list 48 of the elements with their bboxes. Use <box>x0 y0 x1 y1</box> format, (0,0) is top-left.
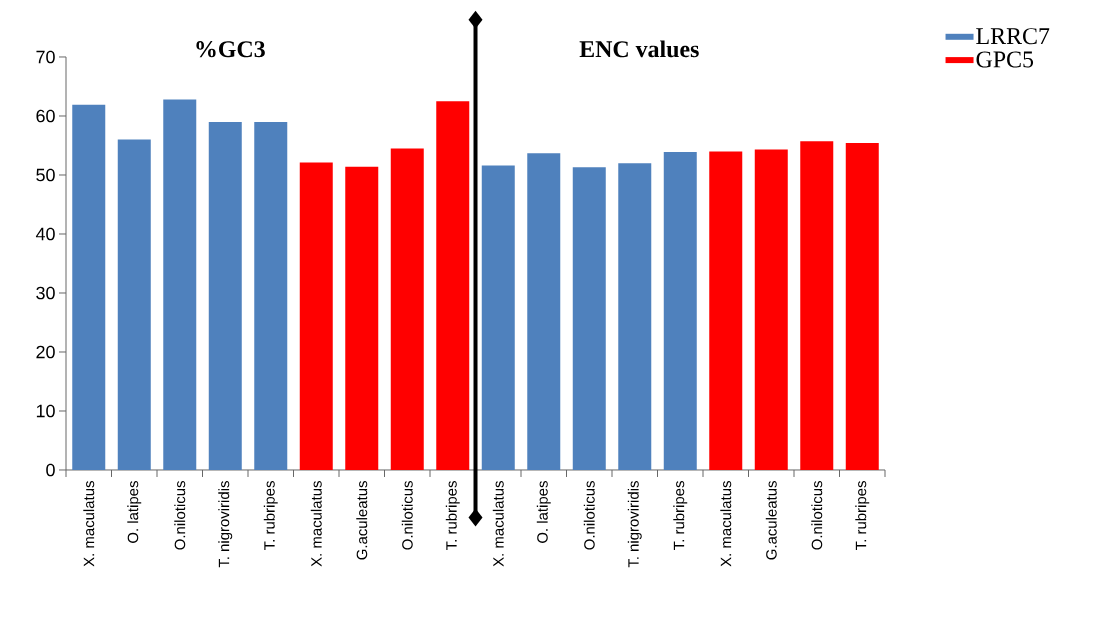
y-tick-label: 20 <box>36 345 55 359</box>
annotation: %GC3 <box>196 41 265 58</box>
x-tick-label: O.niloticus <box>401 481 413 550</box>
x-tick-label: T. rubripes <box>263 481 278 550</box>
bar <box>299 162 333 470</box>
y-tick-label: 50 <box>36 168 55 182</box>
x-tick-label: G.aculeatus <box>765 481 777 560</box>
bar <box>709 151 743 470</box>
legend-label: GPC5 <box>976 51 1034 68</box>
bar <box>436 101 470 470</box>
legend-label: LRRC7 <box>976 28 1050 45</box>
bar <box>254 121 288 470</box>
x-tick-label: T. rubripes <box>673 481 688 550</box>
bar <box>208 121 242 470</box>
x-tick-label: O.niloticus <box>583 481 595 550</box>
x-tick-label: T. rubripes <box>855 481 870 550</box>
x-tick-label: T. nigroviridis <box>218 481 233 568</box>
x-tick-label: T. rubripes <box>445 481 460 550</box>
x-tick-label: X. maculatus <box>83 481 95 567</box>
bar <box>163 99 197 470</box>
bar <box>618 163 652 470</box>
y-tick-label: 30 <box>36 286 55 300</box>
x-tick-label: O.niloticus <box>811 481 823 550</box>
bar <box>845 143 879 470</box>
bar <box>481 165 515 470</box>
bar <box>800 141 834 470</box>
y-tick-label: 40 <box>35 227 55 241</box>
x-tick-label: O. latipes <box>536 481 551 543</box>
x-tick-label: O. latipes <box>127 481 142 543</box>
bar <box>527 153 561 470</box>
bar <box>345 166 379 470</box>
y-tick-label: 0 <box>46 463 55 477</box>
bar <box>117 139 151 470</box>
bar <box>390 148 424 470</box>
bar <box>72 104 106 470</box>
bar <box>754 149 788 470</box>
x-tick-label: T. nigroviridis <box>627 481 642 568</box>
x-tick-label: O.niloticus <box>174 481 186 550</box>
y-tick-label: 10 <box>36 404 55 418</box>
x-tick-label: X. maculatus <box>310 481 322 567</box>
y-tick-label: 70 <box>36 50 55 64</box>
bar <box>572 167 606 470</box>
x-tick-label: X. maculatus <box>492 481 504 567</box>
bar <box>663 151 697 470</box>
annotation: ENC values <box>579 40 699 58</box>
y-tick-label: 60 <box>36 109 55 123</box>
x-tick-label: X. maculatus <box>720 481 732 567</box>
x-tick-label: G.aculeatus <box>356 481 368 560</box>
